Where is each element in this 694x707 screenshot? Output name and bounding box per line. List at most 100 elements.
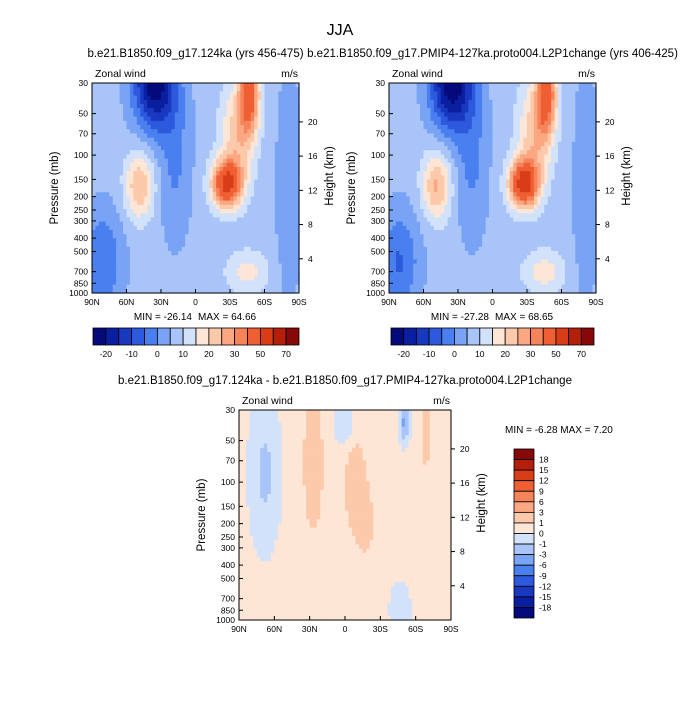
- heatmap-cell: [178, 154, 183, 160]
- heatmap-cell: [271, 284, 276, 290]
- heatmap-cell: [92, 120, 97, 126]
- heatmap-cell: [257, 188, 262, 193]
- heatmap-cell: [154, 183, 159, 189]
- heatmap-cell: [437, 167, 442, 172]
- heatmap-cell: [461, 146, 466, 151]
- heatmap-cell: [247, 213, 252, 218]
- heatmap-cell: [554, 120, 559, 126]
- heatmap-cell: [205, 259, 210, 265]
- heatmap-cell: [181, 238, 186, 244]
- heatmap-cell: [147, 95, 152, 101]
- heatmap-cell: [454, 158, 459, 164]
- heatmap-cell: [533, 99, 538, 105]
- heatmap-cell: [451, 108, 456, 113]
- heatmap-cell: [254, 284, 259, 290]
- heatmap-cell: [112, 242, 117, 248]
- heatmap-cell: [551, 125, 556, 130]
- heatmap-cell: [167, 200, 172, 206]
- heatmap-cell: [185, 120, 190, 126]
- heatmap-cell: [288, 276, 293, 281]
- heatmap-cell: [571, 146, 576, 151]
- heatmap-cell: [575, 204, 580, 210]
- heatmap-cell: [516, 112, 521, 118]
- heatmap-cell: [589, 200, 594, 206]
- heatmap-cell: [589, 83, 594, 88]
- heatmap-cell: [226, 238, 231, 244]
- heatmap-cell: [409, 129, 414, 134]
- heatmap-cell: [288, 246, 293, 252]
- heatmap-cell: [243, 230, 248, 235]
- heatmap-cell: [295, 230, 300, 235]
- colorbar-swatch: [195, 327, 210, 346]
- heatmap-cell: [254, 125, 259, 130]
- heatmap-cell: [492, 209, 497, 214]
- heatmap-cell: [185, 99, 190, 105]
- heatmap-cell: [209, 91, 214, 97]
- heatmap-cell: [568, 204, 573, 210]
- heatmap-cell: [468, 183, 473, 189]
- heatmap-cell: [530, 209, 535, 214]
- heatmap-cell: [585, 146, 590, 151]
- heatmap-cell: [285, 276, 290, 281]
- heatmap-cell: [585, 116, 590, 122]
- heatmap-cell: [133, 171, 138, 176]
- heatmap-cell: [471, 116, 476, 122]
- heatmap-cell: [140, 175, 145, 181]
- heatmap-cell: [240, 99, 245, 105]
- heatmap-cell: [558, 141, 563, 147]
- heatmap-cell: [261, 242, 266, 248]
- heatmap-cell: [105, 272, 110, 277]
- heatmap-cell: [499, 171, 504, 176]
- heatmap-cell: [568, 192, 573, 197]
- heatmap-cell: [575, 171, 580, 176]
- heatmap-cell: [285, 116, 290, 122]
- heatmap-cell: [451, 183, 456, 189]
- heatmap-cell: [509, 150, 514, 155]
- heatmap-cell: [482, 133, 487, 139]
- heatmap-cell: [540, 95, 545, 101]
- heatmap-cell: [133, 209, 138, 214]
- heatmap-cell: [471, 129, 476, 134]
- heatmap-cell: [216, 95, 221, 101]
- heatmap-cell: [471, 95, 476, 101]
- heatmap-cell: [440, 204, 445, 210]
- heatmap-cell: [471, 188, 476, 193]
- heatmap-cell: [171, 162, 176, 168]
- heatmap-cell: [112, 204, 117, 210]
- heatmap-cell: [458, 91, 463, 97]
- heatmap-cell: [230, 263, 235, 269]
- heatmap-cell: [133, 133, 138, 139]
- y-tick-label: 700: [74, 267, 88, 277]
- heatmap-cell: [392, 204, 397, 210]
- heatmap-cell: [209, 83, 214, 88]
- heatmap-cell: [395, 179, 400, 185]
- heatmap-cell: [233, 246, 238, 252]
- heatmap-cell: [212, 171, 217, 176]
- heatmap-cell: [530, 125, 535, 130]
- heatmap-cell: [240, 217, 245, 223]
- heatmap-cell: [178, 129, 183, 134]
- heatmap-cell: [389, 175, 394, 181]
- heatmap-cell: [150, 217, 155, 223]
- heatmap-cell: [126, 91, 131, 97]
- heatmap-cell: [274, 225, 279, 231]
- heatmap-cell: [98, 284, 103, 290]
- heatmap-cell: [209, 112, 214, 118]
- heatmap-cell: [475, 154, 480, 160]
- heatmap-cell: [92, 234, 97, 239]
- heatmap-cell: [285, 112, 290, 118]
- heatmap-cell: [267, 171, 272, 176]
- heatmap-cell: [571, 200, 576, 206]
- heatmap-cell: [516, 99, 521, 105]
- heatmap-cell: [540, 141, 545, 147]
- heatmap-cell: [520, 150, 525, 155]
- heatmap-cell: [257, 125, 262, 130]
- heatmap-cell: [271, 272, 276, 277]
- heatmap-cell: [116, 267, 121, 273]
- heatmap-cell: [185, 263, 190, 269]
- heatmap-cell: [140, 251, 145, 256]
- heatmap-cell: [212, 112, 217, 118]
- heatmap-cell: [133, 263, 138, 269]
- heatmap-cell: [292, 238, 297, 244]
- heatmap-cell: [454, 95, 459, 101]
